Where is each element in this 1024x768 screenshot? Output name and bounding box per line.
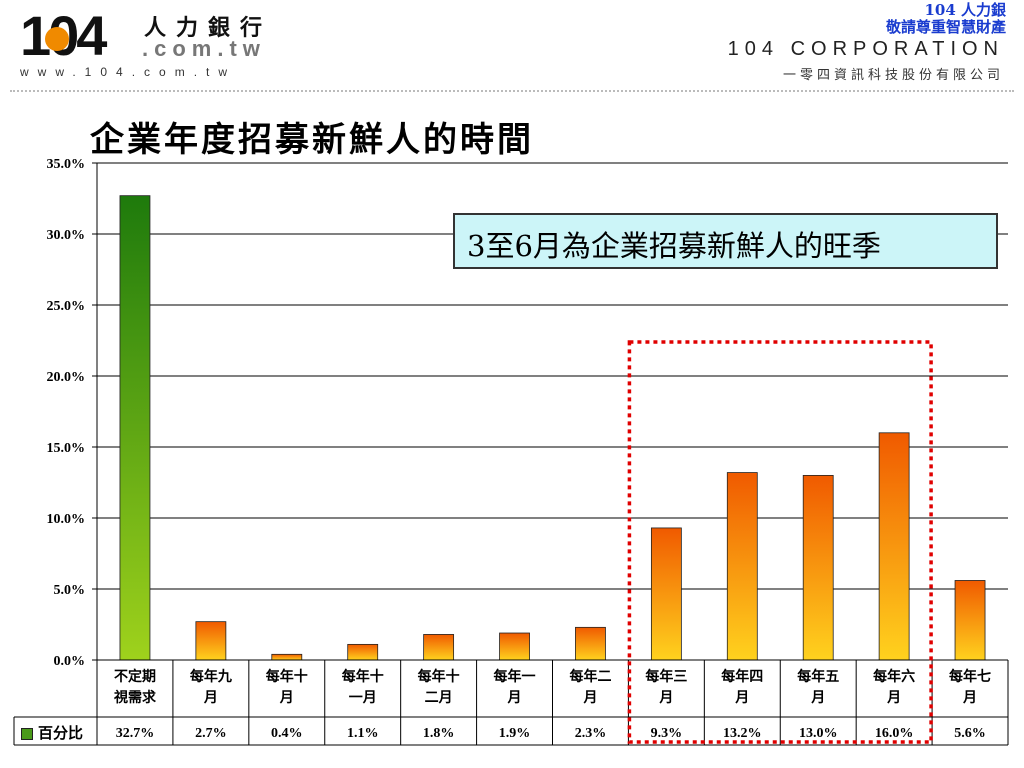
copyright-slogan: 104 人力銀 敬請尊重智慧財產 (886, 2, 1006, 36)
slogan-line-2: 敬請尊重智慧財產 (885, 18, 1006, 36)
x-category-label: 一月 (349, 690, 377, 706)
logo-domain-text: .com.tw (142, 36, 266, 61)
x-category-label: 月 (658, 690, 673, 706)
x-category-label: 月 (507, 690, 522, 706)
data-value-label: 1.9% (499, 726, 531, 741)
bar (575, 626, 606, 661)
series-legend-label: 百分比 (38, 724, 84, 742)
x-category-label: 月 (734, 690, 749, 706)
bar (271, 653, 303, 661)
corporation-chinese-name: 一零四資訊科技股份有限公司 (782, 68, 1004, 83)
peak-season-callout: 3至6月為企業招募新鮮人的旺季 (453, 213, 998, 269)
data-value-label: 1.8% (423, 726, 455, 741)
bar (726, 472, 758, 661)
y-tick-label: 15.0% (47, 441, 86, 456)
x-category-label: 月 (279, 690, 294, 706)
data-value-label: 9.3% (651, 726, 683, 741)
x-category-label: 月 (962, 690, 977, 706)
data-value-label: 2.3% (575, 726, 607, 741)
x-category-label: 每年六 (873, 668, 915, 685)
data-value-label: 13.0% (799, 726, 838, 741)
logo-chinese-text: 人力銀行 (144, 16, 273, 41)
data-value-label: 1.1% (347, 726, 379, 741)
bar (347, 643, 379, 661)
peak-season-highlight-box (627, 340, 933, 744)
x-category-label: 每年三 (645, 668, 687, 685)
data-value-label: 16.0% (875, 726, 914, 741)
header-divider (10, 90, 1014, 92)
series-legend-swatch (21, 728, 33, 740)
logo-url-text: www.104.com.tw (20, 65, 237, 79)
x-category-label: 每年四 (721, 668, 763, 685)
y-tick-label: 20.0% (47, 370, 86, 385)
x-category-label: 每年七 (949, 668, 991, 685)
logo-orange-dot (45, 27, 69, 51)
x-category-label: 月 (810, 690, 825, 706)
data-value-label: 0.4% (271, 726, 303, 741)
chart-title: 企業年度招募新鮮人的時間 (90, 120, 534, 160)
x-category-label: 月 (886, 690, 901, 706)
x-category-label: 月 (582, 690, 597, 706)
x-category-label: 視需求 (113, 689, 157, 706)
bar (878, 432, 910, 661)
slogan-line-1: 104 人力銀 (924, 1, 1006, 19)
x-category-label: 每年五 (797, 668, 839, 685)
x-category-label: 每年十 (342, 668, 384, 685)
y-tick-label: 30.0% (47, 228, 86, 243)
x-category-label: 每年一 (494, 668, 536, 685)
data-value-label: 2.7% (195, 726, 227, 741)
x-category-label: 不定期 (114, 668, 156, 685)
y-tick-label: 5.0% (54, 583, 86, 598)
y-tick-label: 0.0% (54, 654, 86, 669)
x-category-label: 每年二 (569, 668, 611, 685)
bar (954, 580, 986, 661)
x-category-label: 每年十 (266, 668, 308, 685)
bar (195, 621, 227, 661)
data-value-label: 32.7% (116, 726, 155, 741)
bar (499, 632, 530, 661)
x-category-label: 二月 (425, 690, 453, 706)
y-tick-label: 25.0% (47, 299, 86, 314)
x-category-label: 每年十 (418, 668, 460, 685)
data-value-label: 13.2% (723, 726, 762, 741)
bar (802, 474, 834, 661)
bar (650, 527, 682, 661)
x-category-label: 月 (203, 690, 218, 706)
corporation-name: 104 CORPORATION (727, 38, 1004, 60)
bar (423, 634, 455, 661)
bar (119, 195, 151, 661)
y-tick-label: 35.0% (47, 157, 86, 172)
x-category-label: 每年九 (190, 668, 232, 685)
y-tick-label: 10.0% (47, 512, 86, 527)
data-value-label: 5.6% (954, 726, 986, 741)
